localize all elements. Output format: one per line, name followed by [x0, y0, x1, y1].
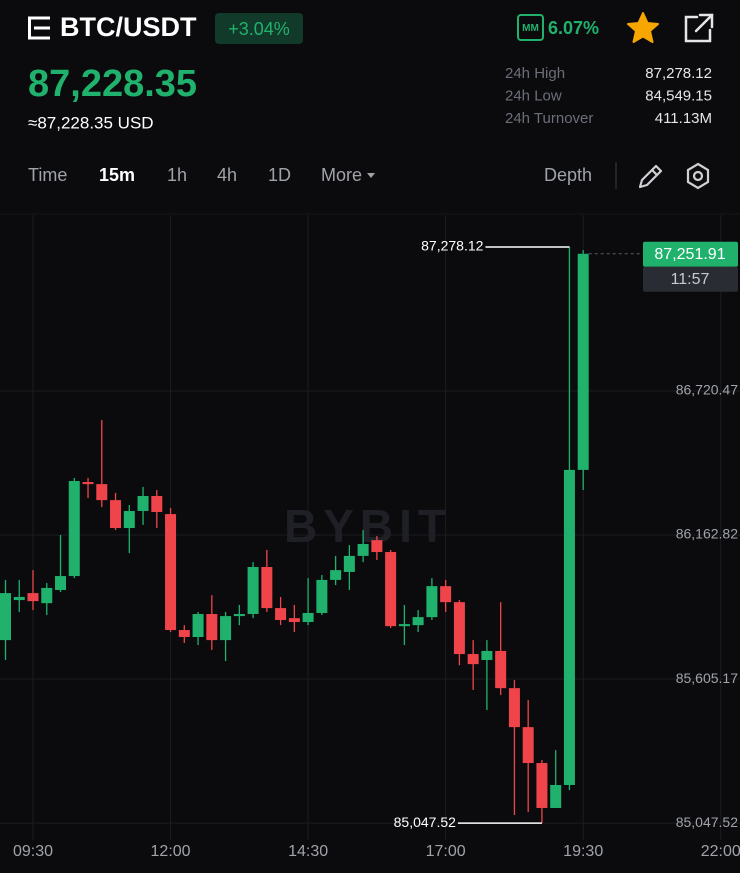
- candle-body: [481, 650, 493, 660]
- interval-tab[interactable]: 4h: [217, 165, 237, 185]
- settings-icon[interactable]: [686, 162, 710, 190]
- candle-body: [453, 602, 465, 655]
- candle-body: [41, 587, 53, 604]
- candle-body: [550, 784, 562, 808]
- candle-body: [522, 727, 534, 764]
- last-price-tag: [643, 241, 738, 267]
- x-tick-label: 14:30: [288, 843, 328, 860]
- extreme-label: 85,047.52: [394, 814, 456, 830]
- candle-body: [302, 612, 314, 623]
- candle-body: [357, 544, 369, 556]
- interval-tab[interactable]: 15m: [99, 165, 135, 185]
- candle-body: [27, 593, 39, 602]
- change: +3.04%: [228, 19, 290, 39]
- candle-body: [151, 495, 163, 513]
- change-badge: [215, 13, 303, 44]
- countdown-tag: [643, 266, 738, 292]
- candle-body: [440, 586, 452, 603]
- stat-label: 24h Turnover: [505, 110, 593, 127]
- candle-body: [343, 555, 355, 572]
- candle-body: [495, 650, 507, 689]
- candle-body: [123, 510, 135, 529]
- candle-body: [178, 630, 190, 638]
- y-tick-label: 85,047.52: [676, 814, 738, 830]
- candle-body: [577, 253, 589, 470]
- last-price: 87,228.35: [28, 63, 197, 105]
- candle-body: [385, 552, 397, 627]
- symbol[interactable]: BTC/USDT: [60, 12, 197, 42]
- candle-body: [261, 567, 273, 609]
- y-tick-label: 85,605.17: [676, 670, 738, 686]
- menu-icon[interactable]: [28, 16, 50, 40]
- candle-body: [68, 481, 80, 577]
- usd-price: ≈87,228.35 USD: [28, 113, 154, 132]
- candle-body: [206, 614, 218, 641]
- candle-body: [275, 608, 287, 620]
- candle-body: [82, 482, 94, 485]
- x-tick-label: 22:00: [701, 843, 740, 860]
- x-tick-label: 17:00: [426, 843, 466, 860]
- candle-body: [220, 616, 232, 641]
- watermark: BYBIT: [284, 500, 452, 552]
- interval-tab[interactable]: 1h: [167, 165, 187, 185]
- candle-body: [563, 469, 575, 785]
- stat-value: 87,278.12: [645, 65, 712, 82]
- draw-icon[interactable]: [638, 164, 663, 189]
- candle-body: [192, 614, 204, 638]
- stat-value: 411.13M: [655, 110, 712, 127]
- interval-tab[interactable]: More: [321, 165, 362, 185]
- x-tick-label: 19:30: [563, 843, 603, 860]
- stat-label: 24h Low: [505, 87, 562, 104]
- interval-tab[interactable]: 1D: [268, 165, 291, 185]
- candle-body: [398, 624, 410, 627]
- candle-body: [55, 576, 67, 590]
- x-tick-label: 09:30: [13, 843, 53, 860]
- x-tick-label: 12:00: [151, 843, 191, 860]
- candle-body: [536, 763, 548, 808]
- mm-label: MM: [522, 23, 539, 34]
- chart: 09:30 12:00 14:30 17:00 19:30 22:00 85,047.52 8…: [0, 215, 740, 860]
- interval-tab[interactable]: Time: [28, 165, 67, 185]
- candle-body: [508, 688, 520, 728]
- countdown: 11:57: [671, 271, 710, 288]
- favorite-star[interactable]: [627, 12, 659, 43]
- mm-icon: [517, 14, 544, 41]
- candle-body: [288, 618, 300, 623]
- candle-body: [13, 596, 25, 601]
- candle-body: [0, 593, 12, 641]
- candle-body: [412, 617, 424, 626]
- stat-value: 84,549.15: [645, 87, 712, 104]
- extreme-label: 87,278.12: [421, 238, 483, 254]
- candle-body: [330, 570, 342, 580]
- candle-body: [371, 540, 383, 553]
- candle-body: [316, 579, 328, 613]
- share-icon[interactable]: [684, 13, 714, 43]
- y-tick-label: 86,162.82: [676, 526, 738, 542]
- candle-body: [426, 586, 438, 618]
- candle-body: [467, 654, 479, 665]
- y-tick-label: 86,720.47: [676, 382, 738, 398]
- last-price-label: 87,251.91: [654, 246, 725, 263]
- depth-tab[interactable]: Depth: [544, 165, 592, 185]
- candle-body: [96, 484, 108, 501]
- stat-label: 24h High: [505, 65, 565, 82]
- candle-body: [137, 495, 149, 511]
- candle-body: [233, 614, 245, 617]
- mm-value: 6.07%: [548, 18, 599, 38]
- candle-body: [110, 500, 122, 529]
- dropdown-arrow: [367, 173, 376, 178]
- candle-body: [165, 514, 177, 631]
- candle-body: [247, 567, 259, 615]
